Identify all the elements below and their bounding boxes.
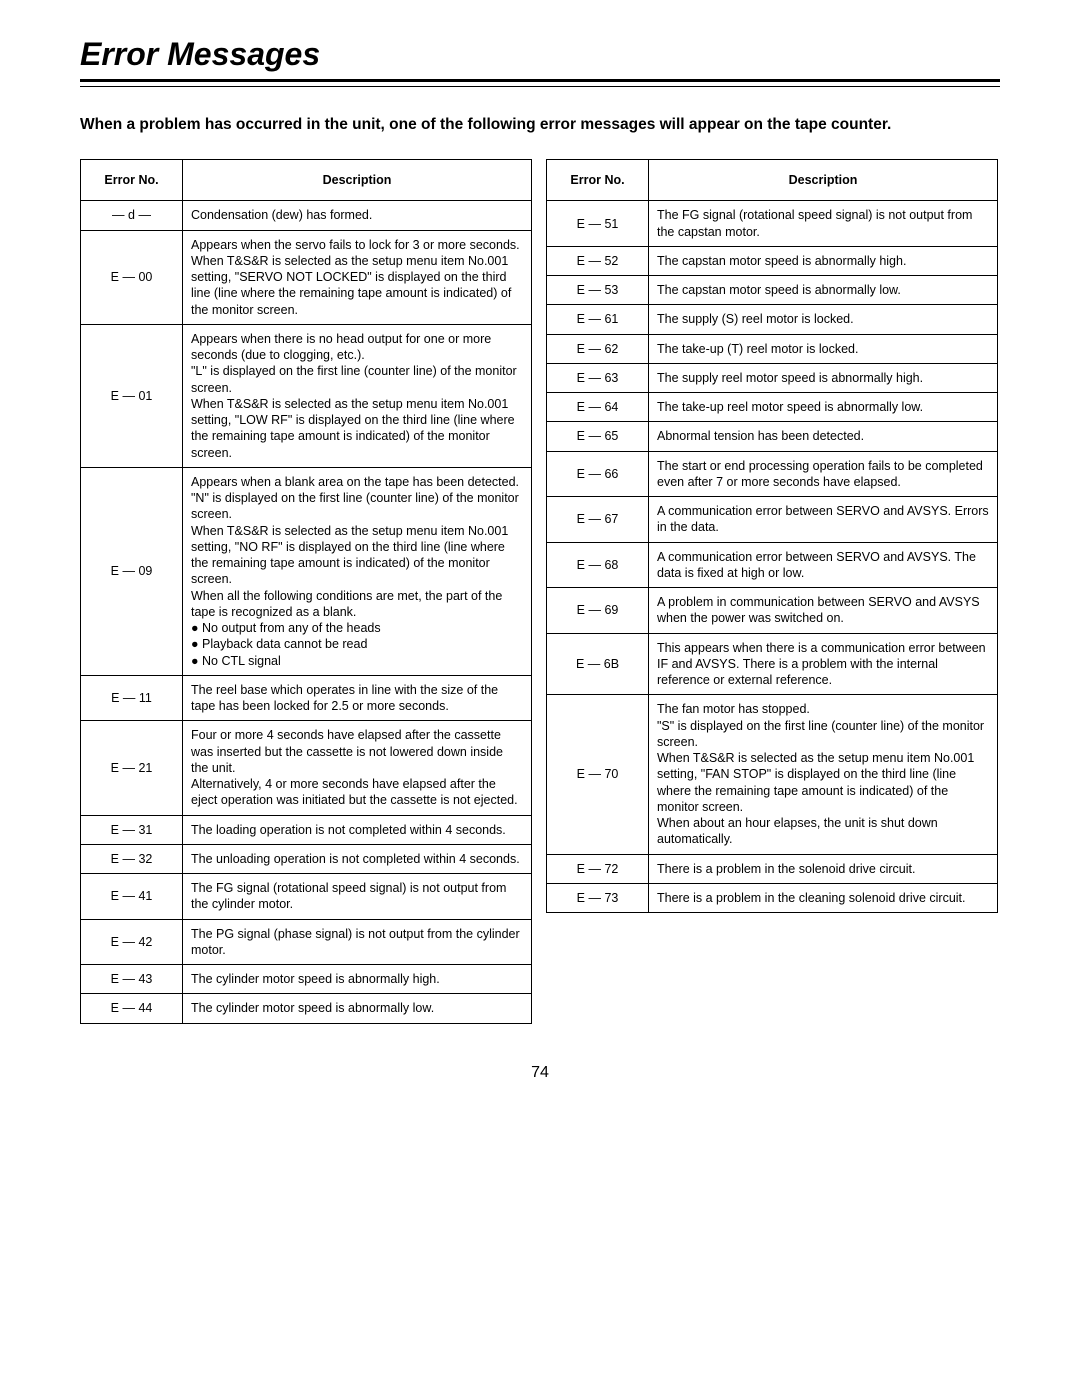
error-code-cell: E — 65 — [547, 422, 649, 451]
error-desc-cell: The loading operation is not completed w… — [183, 815, 532, 844]
table-row: E — 67A communication error between SERV… — [547, 497, 998, 543]
table-header-row: Error No. Description — [547, 160, 998, 201]
table-row: E — 53The capstan motor speed is abnorma… — [547, 276, 998, 305]
error-code-cell: E — 51 — [547, 201, 649, 247]
error-code-cell: E — 67 — [547, 497, 649, 543]
error-desc-cell: The FG signal (rotational speed signal) … — [183, 874, 532, 920]
error-desc-cell: The fan motor has stopped."S" is display… — [649, 695, 998, 854]
table-row: E — 00Appears when the servo fails to lo… — [81, 230, 532, 324]
table-row: E — 41The FG signal (rotational speed si… — [81, 874, 532, 920]
table-row: E — 52The capstan motor speed is abnorma… — [547, 246, 998, 275]
table-row: E — 68A communication error between SERV… — [547, 542, 998, 588]
error-code-cell: E — 21 — [81, 721, 183, 815]
error-code-cell: E — 64 — [547, 393, 649, 422]
error-desc-cell: The supply (S) reel motor is locked. — [649, 305, 998, 334]
error-desc-cell: The cylinder motor speed is abnormally l… — [183, 994, 532, 1023]
error-code-cell: E — 09 — [81, 467, 183, 675]
table-row: E — 6BThis appears when there is a commu… — [547, 633, 998, 695]
error-code-cell: E — 66 — [547, 451, 649, 497]
error-desc-cell: The supply reel motor speed is abnormall… — [649, 363, 998, 392]
error-code-cell: E — 6B — [547, 633, 649, 695]
error-desc-cell: A communication error between SERVO and … — [649, 497, 998, 543]
error-desc-cell: The PG signal (phase signal) is not outp… — [183, 919, 532, 965]
error-code-cell: E — 68 — [547, 542, 649, 588]
error-desc-cell: Condensation (dew) has formed. — [183, 201, 532, 230]
error-code-cell: E — 41 — [81, 874, 183, 920]
table-row: E — 70The fan motor has stopped."S" is d… — [547, 695, 998, 854]
error-code-cell: E — 69 — [547, 588, 649, 634]
table-row: E — 66The start or end processing operat… — [547, 451, 998, 497]
table-row: — d —Condensation (dew) has formed. — [81, 201, 532, 230]
error-code-cell: E — 32 — [81, 844, 183, 873]
error-code-cell: E — 31 — [81, 815, 183, 844]
error-desc-cell: Appears when a blank area on the tape ha… — [183, 467, 532, 675]
col-header-code: Error No. — [547, 160, 649, 201]
error-code-cell: E — 73 — [547, 883, 649, 912]
error-desc-cell: The capstan motor speed is abnormally hi… — [649, 246, 998, 275]
error-desc-cell: This appears when there is a communicati… — [649, 633, 998, 695]
error-table-left: Error No. Description — d —Condensation … — [80, 159, 532, 1024]
error-code-cell: E — 52 — [547, 246, 649, 275]
table-row: E — 63The supply reel motor speed is abn… — [547, 363, 998, 392]
error-code-cell: E — 44 — [81, 994, 183, 1023]
error-desc-cell: Appears when there is no head output for… — [183, 324, 532, 467]
error-desc-cell: The reel base which operates in line wit… — [183, 675, 532, 721]
error-desc-cell: A communication error between SERVO and … — [649, 542, 998, 588]
page-number: 74 — [80, 1064, 1000, 1082]
table-row: E — 62The take-up (T) reel motor is lock… — [547, 334, 998, 363]
error-desc-cell: A problem in communication between SERVO… — [649, 588, 998, 634]
error-table-right: Error No. Description E — 51The FG signa… — [546, 159, 998, 913]
error-code-cell: E — 63 — [547, 363, 649, 392]
table-row: E — 11The reel base which operates in li… — [81, 675, 532, 721]
tables-container: Error No. Description — d —Condensation … — [80, 159, 1000, 1024]
error-desc-cell: Four or more 4 seconds have elapsed afte… — [183, 721, 532, 815]
document-page: Error Messages When a problem has occurr… — [0, 0, 1080, 1092]
col-header-desc: Description — [649, 160, 998, 201]
title-rule — [80, 79, 1000, 87]
error-code-cell: E — 11 — [81, 675, 183, 721]
table-row: E — 65Abnormal tension has been detected… — [547, 422, 998, 451]
error-desc-cell: There is a problem in the solenoid drive… — [649, 854, 998, 883]
table-row: E — 69A problem in communication between… — [547, 588, 998, 634]
table-row: E — 21Four or more 4 seconds have elapse… — [81, 721, 532, 815]
intro-text: When a problem has occurred in the unit,… — [80, 115, 1000, 135]
col-header-desc: Description — [183, 160, 532, 201]
table-row: E — 61The supply (S) reel motor is locke… — [547, 305, 998, 334]
table-row: E — 44The cylinder motor speed is abnorm… — [81, 994, 532, 1023]
error-code-cell: E — 70 — [547, 695, 649, 854]
error-code-cell: E — 00 — [81, 230, 183, 324]
error-code-cell: E — 72 — [547, 854, 649, 883]
error-desc-cell: There is a problem in the cleaning solen… — [649, 883, 998, 912]
error-code-cell: E — 62 — [547, 334, 649, 363]
error-desc-cell: The cylinder motor speed is abnormally h… — [183, 965, 532, 994]
table-row: E — 64The take-up reel motor speed is ab… — [547, 393, 998, 422]
page-title: Error Messages — [80, 36, 1000, 73]
error-desc-cell: The start or end processing operation fa… — [649, 451, 998, 497]
error-desc-cell: The take-up (T) reel motor is locked. — [649, 334, 998, 363]
table-row: E — 09Appears when a blank area on the t… — [81, 467, 532, 675]
table-row: E — 32The unloading operation is not com… — [81, 844, 532, 873]
error-desc-cell: Appears when the servo fails to lock for… — [183, 230, 532, 324]
error-code-cell: E — 53 — [547, 276, 649, 305]
error-code-cell: — d — — [81, 201, 183, 230]
error-desc-cell: The capstan motor speed is abnormally lo… — [649, 276, 998, 305]
error-desc-cell: The unloading operation is not completed… — [183, 844, 532, 873]
table-row: E — 31The loading operation is not compl… — [81, 815, 532, 844]
error-code-cell: E — 01 — [81, 324, 183, 467]
col-header-code: Error No. — [81, 160, 183, 201]
table-row: E — 01Appears when there is no head outp… — [81, 324, 532, 467]
table-row: E — 42The PG signal (phase signal) is no… — [81, 919, 532, 965]
error-code-cell: E — 42 — [81, 919, 183, 965]
error-code-cell: E — 43 — [81, 965, 183, 994]
table-row: E — 43The cylinder motor speed is abnorm… — [81, 965, 532, 994]
table-row: E — 51The FG signal (rotational speed si… — [547, 201, 998, 247]
error-desc-cell: The take-up reel motor speed is abnormal… — [649, 393, 998, 422]
table-header-row: Error No. Description — [81, 160, 532, 201]
table-row: E — 72There is a problem in the solenoid… — [547, 854, 998, 883]
error-desc-cell: The FG signal (rotational speed signal) … — [649, 201, 998, 247]
error-desc-cell: Abnormal tension has been detected. — [649, 422, 998, 451]
table-row: E — 73There is a problem in the cleaning… — [547, 883, 998, 912]
error-code-cell: E — 61 — [547, 305, 649, 334]
